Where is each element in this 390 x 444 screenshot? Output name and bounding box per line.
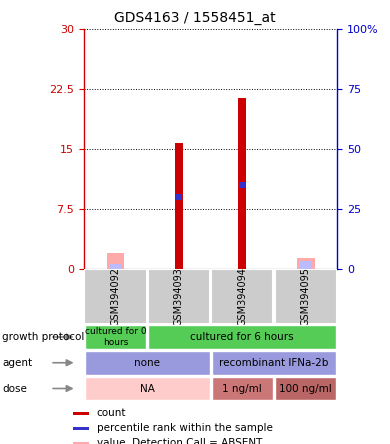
Bar xyxy=(211,269,273,324)
Text: 100 ng/ml: 100 ng/ml xyxy=(279,384,332,393)
Bar xyxy=(275,269,337,324)
Text: GSM394095: GSM394095 xyxy=(301,267,311,326)
Text: GSM394094: GSM394094 xyxy=(237,267,247,326)
Bar xyxy=(109,264,122,269)
Text: growth protocol: growth protocol xyxy=(2,332,84,342)
Bar xyxy=(275,377,337,400)
Bar xyxy=(73,427,89,430)
Bar xyxy=(148,269,210,324)
Bar xyxy=(238,99,246,269)
Bar xyxy=(85,325,146,349)
Bar xyxy=(211,351,337,375)
Text: cultured for 6 hours: cultured for 6 hours xyxy=(190,332,294,342)
Bar xyxy=(85,377,210,400)
Bar xyxy=(300,262,312,269)
Bar xyxy=(73,412,89,415)
Text: count: count xyxy=(96,408,126,418)
Text: 1 ng/ml: 1 ng/ml xyxy=(222,384,262,393)
Bar xyxy=(211,377,273,400)
Bar xyxy=(148,325,337,349)
Text: value, Detection Call = ABSENT: value, Detection Call = ABSENT xyxy=(96,438,262,444)
Text: GSM394092: GSM394092 xyxy=(110,267,121,326)
Text: recombinant IFNa-2b: recombinant IFNa-2b xyxy=(219,358,329,368)
Text: NA: NA xyxy=(140,384,155,393)
Text: GSM394093: GSM394093 xyxy=(174,267,184,326)
Bar xyxy=(297,258,315,269)
Text: agent: agent xyxy=(2,358,32,368)
Bar xyxy=(85,269,147,324)
Text: percentile rank within the sample: percentile rank within the sample xyxy=(96,423,272,433)
Text: dose: dose xyxy=(2,384,27,393)
Bar xyxy=(85,351,210,375)
Bar xyxy=(175,143,183,269)
Bar xyxy=(106,253,124,269)
Text: GDS4163 / 1558451_at: GDS4163 / 1558451_at xyxy=(114,11,276,25)
Bar xyxy=(73,442,89,444)
Text: cultured for 0
hours: cultured for 0 hours xyxy=(85,327,146,347)
Text: none: none xyxy=(134,358,160,368)
